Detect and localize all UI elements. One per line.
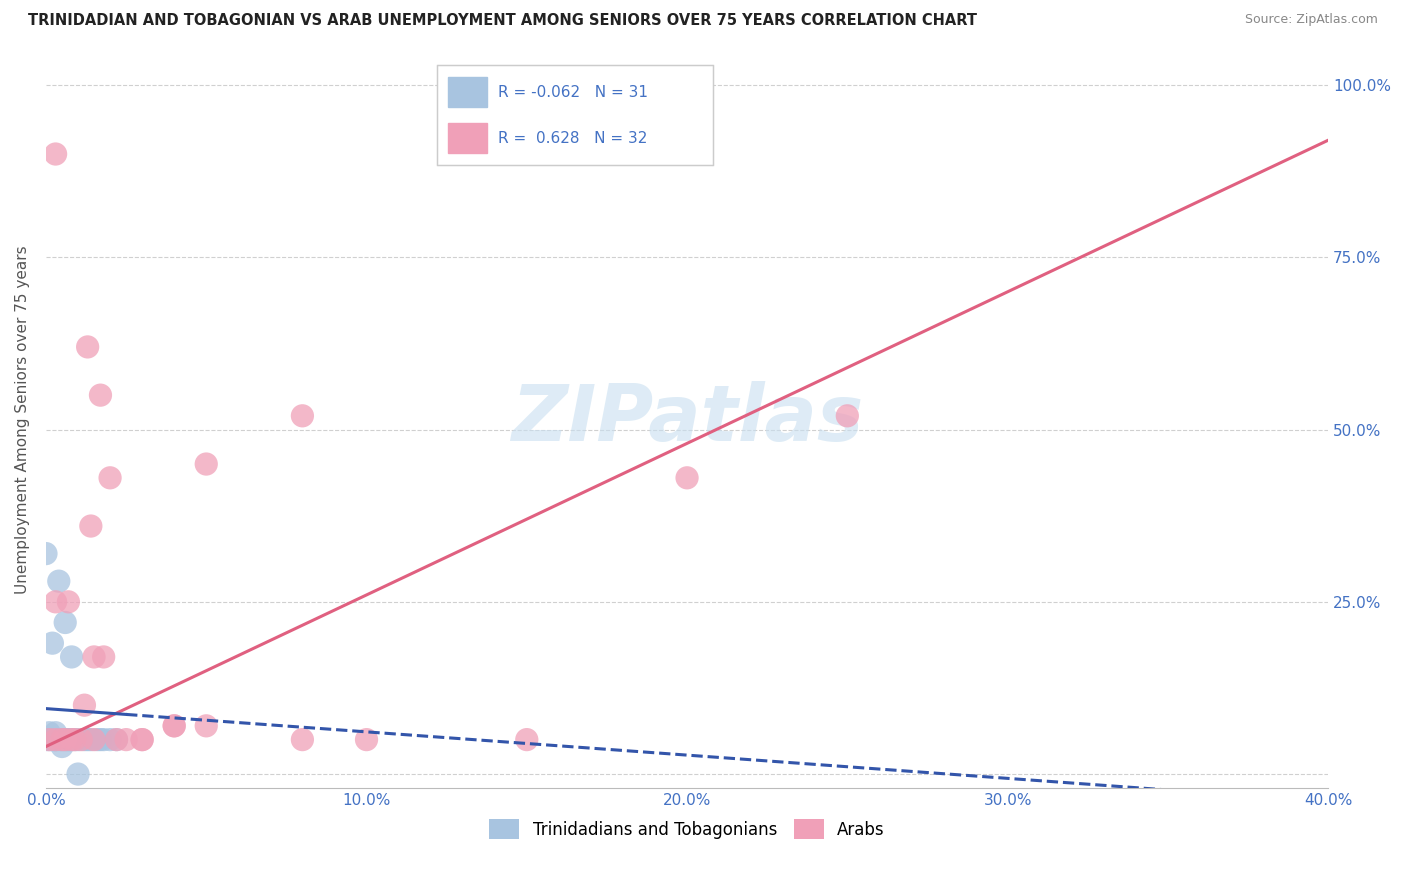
Point (115, 732, 138, 747)
Point (41, 732, 63, 747)
Point (53, 732, 76, 747)
Point (105, 732, 128, 747)
Point (66, 767, 89, 781)
Point (131, 732, 153, 747)
Point (676, 471, 699, 485)
Point (86, 732, 108, 747)
Point (45, 732, 67, 747)
Point (60, 732, 83, 747)
Point (73, 732, 96, 747)
Point (195, 719, 218, 733)
Point (837, 409, 859, 423)
Point (41, 732, 63, 747)
Point (83, 732, 105, 747)
Point (80, 519, 103, 533)
Point (93, 649, 115, 664)
Point (163, 719, 186, 733)
Point (45, 595, 67, 609)
Point (58, 732, 80, 747)
Legend: Trinidadians and Tobagonians, Arabs: Trinidadians and Tobagonians, Arabs (482, 813, 891, 846)
Point (45, 725, 67, 739)
Point (58, 595, 80, 609)
Point (80, 732, 103, 747)
Point (89, 388, 111, 402)
Point (35, 547, 58, 561)
Point (291, 732, 314, 747)
Point (51, 739, 73, 754)
Point (516, 732, 538, 747)
Point (73, 698, 96, 713)
Point (70, 732, 93, 747)
Point (45, 732, 67, 747)
Text: TRINIDADIAN AND TOBAGONIAN VS ARAB UNEMPLOYMENT AMONG SENIORS OVER 75 YEARS CORR: TRINIDADIAN AND TOBAGONIAN VS ARAB UNEMP… (28, 13, 977, 29)
Point (53, 615, 76, 630)
Point (291, 409, 314, 423)
Point (51, 732, 73, 747)
Point (63, 732, 86, 747)
Text: Source: ZipAtlas.com: Source: ZipAtlas.com (1244, 13, 1378, 27)
Point (38, 732, 60, 747)
Point (98, 732, 121, 747)
Point (60, 732, 83, 747)
Point (89, 732, 111, 747)
Point (98, 471, 121, 485)
Point (51, 732, 73, 747)
Point (63, 732, 86, 747)
Point (38, 732, 60, 747)
Point (195, 457, 218, 471)
Point (76, 340, 98, 354)
Point (53, 732, 76, 747)
Point (45, 147, 67, 161)
Point (41, 636, 63, 650)
Point (83, 649, 105, 664)
Point (105, 732, 128, 747)
Point (58, 732, 80, 747)
Point (93, 732, 115, 747)
Text: ZIPatlas: ZIPatlas (510, 381, 863, 458)
Point (48, 574, 70, 589)
Point (356, 732, 378, 747)
Point (45, 732, 67, 747)
Point (66, 732, 89, 747)
Point (76, 732, 98, 747)
Point (38, 725, 60, 739)
Y-axis label: Unemployment Among Seniors over 75 years: Unemployment Among Seniors over 75 years (15, 245, 30, 593)
Point (163, 719, 186, 733)
Point (60, 649, 83, 664)
Point (48, 732, 70, 747)
Point (131, 732, 153, 747)
Point (35, 732, 58, 747)
